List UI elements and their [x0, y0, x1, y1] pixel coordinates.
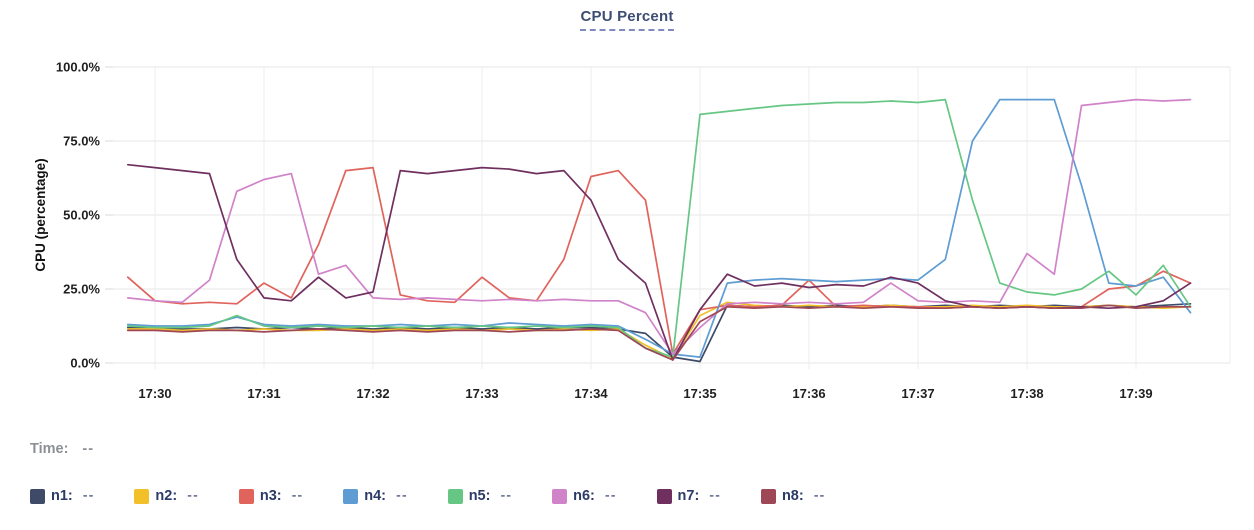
legend-swatch-n1: [30, 488, 45, 504]
legend-item-n7[interactable]: n7: --: [656, 488, 721, 504]
legend-label: n8:: [781, 488, 804, 504]
legend-value: --: [82, 488, 95, 504]
legend-item-n1[interactable]: n1: --: [30, 488, 94, 504]
time-label: Time:: [30, 441, 69, 457]
x-axis-tick-label: 17:37: [901, 386, 934, 401]
legend-label: n5:: [468, 488, 491, 504]
legend-item-n3[interactable]: n3: --: [238, 488, 304, 504]
legend-swatch-n4: [343, 488, 359, 504]
legend-swatch-n8: [760, 488, 776, 504]
legend-value: --: [604, 488, 617, 504]
legend-label: n4:: [364, 488, 387, 504]
legend-item-n8[interactable]: n8: --: [760, 488, 826, 504]
x-axis-tick-label: 17:35: [683, 386, 716, 401]
title-bar: CPU Percent: [0, 8, 1254, 31]
series-line-n4[interactable]: [126, 98, 1192, 358]
legend-swatch-n5: [447, 488, 463, 504]
y-axis-tick-label: 25.0%: [63, 282, 100, 297]
x-axis-tick-label: 17:33: [465, 386, 498, 401]
x-axis-tick-label: 17:39: [1119, 386, 1152, 401]
series-line-n6[interactable]: [126, 98, 1192, 355]
legend-swatch-n2: [134, 488, 150, 504]
legend-label: n7:: [677, 488, 700, 504]
y-axis-tick-label: 75.0%: [63, 134, 100, 149]
legend-swatch-n3: [238, 488, 254, 504]
y-axis-title: CPU (percentage): [33, 158, 48, 271]
series-line-n8[interactable]: [126, 304, 1192, 361]
x-axis-tick-label: 17:38: [1010, 386, 1043, 401]
legend: n1: -- n2: -- n3: -- n4: -- n5: -- n6: -- n7: -- n8: --: [30, 488, 865, 504]
y-axis-tick-label: 50.0%: [63, 208, 100, 223]
legend-value: --: [500, 488, 513, 504]
x-axis-tick-label: 17:30: [138, 386, 171, 401]
legend-value: --: [291, 488, 304, 504]
x-axis-tick-label: 17:34: [574, 386, 608, 401]
time-row: Time: --: [30, 441, 94, 457]
legend-swatch-n7: [656, 488, 672, 504]
legend-swatch-n6: [552, 488, 568, 504]
series-line-n5[interactable]: [126, 98, 1192, 358]
legend-label: n3:: [259, 488, 282, 504]
y-axis-tick-label: 100.0%: [56, 60, 101, 75]
legend-item-n2[interactable]: n2: --: [134, 488, 198, 504]
time-value: --: [82, 441, 95, 457]
legend-label: n2:: [155, 488, 178, 504]
cpu-chart[interactable]: 0.0% 25.0% 50.0% 75.0% 100.0% 17:30 17:31 17:32…: [0, 0, 1254, 430]
legend-value: --: [187, 488, 199, 504]
legend-value: --: [709, 488, 721, 504]
x-axis-tick-label: 17:31: [247, 386, 280, 401]
y-axis-tick-label: 0.0%: [70, 356, 100, 371]
legend-item-n4[interactable]: n4: --: [343, 488, 407, 504]
x-axis-tick-label: 17:36: [792, 386, 825, 401]
legend-value: --: [396, 488, 408, 504]
legend-label: n6:: [573, 488, 595, 504]
legend-item-n6[interactable]: n6: --: [552, 488, 616, 504]
x-axis-tick-label: 17:32: [356, 386, 389, 401]
legend-item-n5[interactable]: n5: --: [447, 488, 513, 504]
page-title[interactable]: CPU Percent: [580, 8, 674, 31]
legend-value: --: [813, 488, 826, 504]
legend-label: n1:: [51, 488, 73, 504]
